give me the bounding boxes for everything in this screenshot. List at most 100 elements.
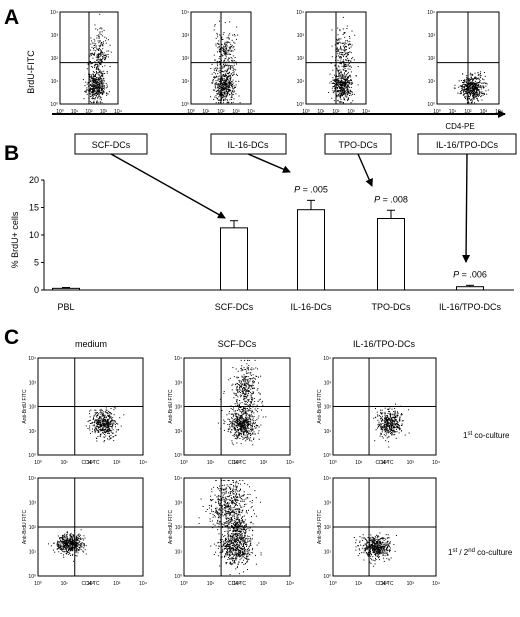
x-tick-label: 10⁰ <box>187 109 195 115</box>
y-tick-label: 10¹ <box>324 550 332 556</box>
x-tick-label: 10⁰ <box>329 581 337 587</box>
y-tick-label: 10⁰ <box>174 574 182 580</box>
panel-c-plot-5: 10⁰ 10¹ 10² 10³ 10⁴ 10⁰ 10¹ 10² 10³ 10⁴ CD4 TC Anti… <box>168 476 294 587</box>
panel-b-label-box-il16: IL-16-DCs <box>210 133 287 155</box>
bar-il-16-tpo-dcs <box>456 286 484 291</box>
y-tick-label: 10⁰ <box>323 574 331 580</box>
bar-il-16-dcs <box>297 209 325 291</box>
y-tick-label: 10¹ <box>29 429 37 435</box>
x-tick-label: 10² <box>464 109 472 115</box>
x-tick-label: 10³ <box>113 581 121 587</box>
x-tick-label: 10² <box>332 109 340 115</box>
x-tick-label: 10⁴ <box>362 109 370 115</box>
svg-text:IL-16-DCs: IL-16-DCs <box>227 140 269 150</box>
y-tick-label: 10² <box>324 525 332 531</box>
p-value-annotation: P = .008 <box>374 194 408 204</box>
x-tick-label: 10¹ <box>355 460 363 466</box>
panel-b-label-box-tpo: TPO-DCs <box>324 133 392 155</box>
y-tick-label: 10² <box>175 525 183 531</box>
y-tick-label: 10³ <box>29 380 37 386</box>
y-tick-label: 10 <box>29 230 39 240</box>
x-tick-label: 10³ <box>407 581 415 587</box>
y-tick-label: 5 <box>34 258 39 268</box>
x-axis-label: CD4 TC <box>376 460 394 466</box>
y-tick-label: 10¹ <box>324 429 332 435</box>
x-tick-label: 10² <box>87 460 95 466</box>
x-tick-label: 10² <box>233 581 241 587</box>
panel-b-y-axis-label: % BrdU+ cells <box>10 211 20 268</box>
panel-b-letter: B <box>4 142 19 165</box>
panel-c-plot-3: 10⁰ 10¹ 10² 10³ 10⁴ 10⁰ 10¹ 10² 10³ 10⁴ CD4 TC Anti… <box>317 356 440 466</box>
y-tick-label: 10⁴ <box>50 10 58 16</box>
panel-c-col-title-medium: medium <box>75 339 107 349</box>
panel-c-letter: C <box>4 326 19 349</box>
x-tick-label: 10³ <box>100 109 108 115</box>
panel-c-col-title-scf: SCF-DCs <box>218 339 257 349</box>
x-tick-label: 10⁴ <box>139 581 147 587</box>
panel-a-flow-plots: 10⁰ 10¹ 10² 10³ 10⁴ 10⁰ 10¹ 10² 10³ 10⁴ 10⁰ 10¹ 10² 1… <box>50 10 503 115</box>
panel-c-col-title-il16-tpo: IL-16/TPO-DCs <box>353 339 416 349</box>
x-tick-label: 10⁰ <box>329 460 337 466</box>
arrow-il16 <box>247 153 291 173</box>
x-tick-label: 10¹ <box>71 109 79 115</box>
x-axis-label: CD4 TC <box>82 581 100 587</box>
y-axis-label: Anti-BrdU FITC <box>168 389 174 424</box>
arrow-scf <box>110 153 226 219</box>
y-tick-label: 10² <box>175 405 183 411</box>
x-tick-label: 10³ <box>260 460 268 466</box>
panel-b-label-box-il16-tpo: IL-16/TPO-DCs <box>417 133 517 155</box>
y-tick-label: 10³ <box>29 501 37 507</box>
x-axis-label: CD4 TC <box>228 460 246 466</box>
x-tick-label: 10² <box>85 109 93 115</box>
y-axis-label: Anti-BrdU FITC <box>168 510 174 545</box>
category-label: PBL <box>57 302 74 312</box>
panel-a-plot-1: 10⁰ 10¹ 10² 10³ 10⁴ 10⁰ 10¹ 10² 10³ 10⁴ <box>50 10 122 115</box>
bar-tpo-dcs <box>377 218 405 291</box>
panel-a-y-axis-label: BrdU-FITC <box>26 50 36 94</box>
x-tick-label: 10² <box>233 460 241 466</box>
y-tick-label: 10⁰ <box>427 102 435 108</box>
panel-c-plot-2: 10⁰ 10¹ 10² 10³ 10⁴ 10⁰ 10¹ 10² 10³ 10⁴ CD4 TC Anti… <box>168 356 294 466</box>
y-tick-label: 10⁰ <box>28 453 36 459</box>
y-tick-label: 10¹ <box>51 79 59 85</box>
bar-pbl <box>52 287 80 291</box>
x-tick-label: 10³ <box>113 460 121 466</box>
y-tick-label: 10⁴ <box>427 10 435 16</box>
panel-a-plot-3: 10⁰ 10¹ 10² 10³ 10⁴ 10⁰ 10¹ 10² 10³ 10⁴ <box>296 10 370 115</box>
svg-text:IL-16/TPO-DCs: IL-16/TPO-DCs <box>436 140 499 150</box>
p-value-annotation: P = .005 <box>294 184 328 194</box>
y-tick-label: 10³ <box>324 501 332 507</box>
panel-c-flow-plots: 10⁰ 10¹ 10² 10³ 10⁴ 10⁰ 10¹ 10² 10³ 10⁴ CD4 TC Anti… <box>22 356 440 587</box>
x-axis-label: CD4 TC <box>228 581 246 587</box>
x-axis-label: CD4 TC <box>82 460 100 466</box>
x-tick-label: 10⁴ <box>432 460 440 466</box>
y-tick-label: 10¹ <box>175 550 183 556</box>
bar-chart: 0 5 10 15 20 PBL SCF-DCs IL-16-DCs P = .005 TPO-D… <box>29 175 514 312</box>
panel-c-plot-4: 10⁰ 10¹ 10² 10³ 10⁴ 10⁰ 10¹ 10² 10³ 10⁴ CD4 TC Anti… <box>22 476 147 587</box>
y-tick-label: 10¹ <box>182 79 190 85</box>
y-axis-label: Anti-BrdU FITC <box>317 389 323 424</box>
y-tick-label: 10³ <box>51 33 59 39</box>
x-tick-label: 10¹ <box>207 581 215 587</box>
panel-c-plot-6: 10⁰ 10¹ 10² 10³ 10⁴ 10⁰ 10¹ 10² 10³ 10⁴ CD4 TC Anti… <box>317 476 440 587</box>
y-axis-label: Anti-BrdU FITC <box>22 389 28 424</box>
panel-a-x-axis-label: CD4-PE <box>445 122 474 131</box>
arrow-tpo <box>357 153 373 187</box>
x-tick-label: 10⁰ <box>34 460 42 466</box>
svg-text:SCF-DCs: SCF-DCs <box>92 140 131 150</box>
panel-c-plot-1: 10⁰ 10¹ 10² 10³ 10⁴ 10⁰ 10¹ 10² 10³ 10⁴ CD4 TC Anti… <box>22 356 147 466</box>
x-tick-label: 10¹ <box>317 109 325 115</box>
x-tick-label: 10² <box>87 581 95 587</box>
x-tick-label: 10⁴ <box>139 460 147 466</box>
x-tick-label: 10⁴ <box>114 109 122 115</box>
y-tick-label: 10³ <box>182 33 190 39</box>
category-label: SCF-DCs <box>215 302 254 312</box>
x-tick-label: 10² <box>381 581 389 587</box>
bar-scf-dcs <box>220 227 248 291</box>
x-tick-label: 10⁰ <box>34 581 42 587</box>
y-tick-label: 10⁴ <box>174 356 182 362</box>
y-tick-label: 10⁰ <box>296 102 304 108</box>
y-tick-label: 10⁰ <box>323 453 331 459</box>
y-tick-label: 10³ <box>324 380 332 386</box>
x-tick-label: 10¹ <box>61 460 69 466</box>
